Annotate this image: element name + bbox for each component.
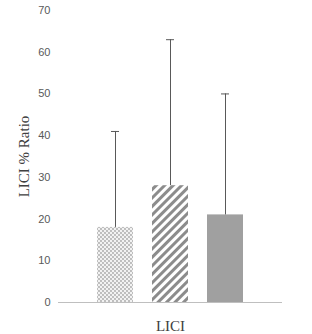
svg-text:40: 40: [38, 129, 50, 141]
svg-text:70: 70: [38, 4, 50, 16]
svg-text:10: 10: [38, 254, 50, 266]
svg-text:LICI: LICI: [156, 318, 185, 334]
svg-text:60: 60: [38, 46, 50, 58]
svg-text:50: 50: [38, 87, 50, 99]
svg-text:LICI % Ratio: LICI % Ratio: [16, 116, 32, 198]
svg-text:30: 30: [38, 171, 50, 183]
svg-text:0: 0: [44, 296, 50, 308]
svg-text:20: 20: [38, 213, 50, 225]
